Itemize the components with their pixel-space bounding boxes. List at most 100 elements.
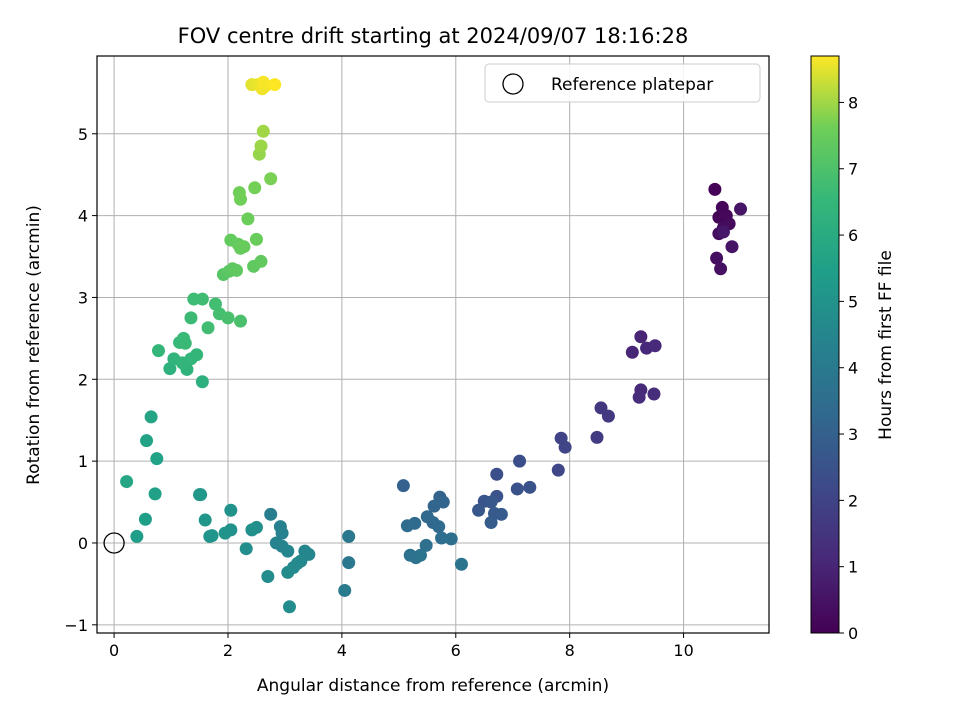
data-point: [264, 172, 278, 186]
legend: Reference platepar: [484, 63, 761, 103]
data-point: [342, 529, 356, 543]
data-point: [205, 529, 219, 543]
colorbar-tick-label: 3: [848, 425, 858, 444]
data-point: [551, 463, 565, 477]
data-point: [342, 556, 356, 570]
data-point: [513, 454, 527, 468]
data-point: [400, 519, 414, 533]
data-points: [120, 75, 748, 614]
data-point: [268, 78, 282, 92]
y-tick-label: 1: [78, 452, 88, 471]
data-point: [558, 440, 572, 454]
data-point: [264, 507, 278, 521]
data-point: [261, 570, 275, 584]
colorbar-label: Hours from first FF file: [876, 250, 896, 440]
data-point: [138, 512, 152, 526]
data-point: [193, 488, 207, 502]
colorbar-ticks: 0 1 2 3 4 5 6 7 8: [839, 93, 858, 643]
colorbar-tick-label: 4: [848, 359, 858, 378]
data-point: [178, 336, 192, 350]
data-point: [632, 390, 646, 404]
colorbar-tick-label: 7: [848, 160, 858, 179]
data-point: [148, 487, 162, 501]
data-point: [237, 240, 251, 254]
reference-marker: [103, 532, 125, 554]
data-point: [716, 225, 730, 239]
colorbar-tick-label: 6: [848, 226, 858, 245]
x-tick-label: 0: [109, 641, 119, 660]
plot-frame: [96, 55, 770, 634]
x-axis-label: Angular distance from reference (arcmin): [257, 676, 609, 696]
data-point: [648, 339, 662, 353]
data-point: [427, 499, 441, 513]
data-point: [590, 430, 604, 444]
data-point: [163, 362, 177, 376]
data-point: [120, 475, 134, 489]
data-point: [710, 251, 724, 265]
data-point: [625, 345, 639, 359]
data-point: [208, 297, 222, 311]
legend-label: Reference platepar: [551, 75, 713, 95]
data-point: [432, 520, 446, 534]
data-point: [510, 482, 524, 496]
data-point: [248, 181, 262, 195]
data-point: [494, 507, 508, 521]
colorbar-tick-label: 0: [848, 624, 858, 643]
data-point: [256, 75, 270, 89]
data-point: [195, 292, 209, 306]
data-point: [140, 434, 154, 448]
data-point: [245, 523, 259, 537]
y-tick-label: 0: [78, 534, 88, 553]
colorbar-tick-label: 1: [848, 558, 858, 577]
data-point: [249, 232, 263, 246]
data-point: [152, 344, 166, 358]
data-point: [254, 254, 268, 268]
data-point: [201, 321, 215, 335]
data-point: [734, 202, 748, 216]
data-point: [523, 480, 537, 494]
data-point: [281, 565, 295, 579]
data-point: [338, 583, 352, 597]
data-point: [714, 262, 728, 276]
x-tick-label: 2: [223, 641, 233, 660]
data-point: [413, 548, 427, 562]
data-point: [282, 600, 296, 614]
y-tick-label: 4: [78, 207, 88, 226]
data-point: [221, 311, 235, 325]
data-point: [254, 139, 268, 153]
data-point: [435, 531, 449, 545]
colorbar-tick-label: 2: [848, 491, 858, 510]
x-tick-label: 4: [337, 641, 347, 660]
data-point: [218, 526, 232, 540]
data-point: [234, 314, 248, 328]
reference-platepar-point: [103, 532, 125, 554]
colorbar-tick-label: 8: [848, 93, 858, 112]
legend-box: [484, 63, 761, 103]
data-point: [444, 532, 458, 546]
y-axis-label: Rotation from reference (arcmin): [24, 205, 44, 485]
legend-marker: [502, 73, 524, 95]
grid-lines: [97, 56, 769, 633]
x-tick-label: 8: [565, 641, 575, 660]
data-point: [150, 452, 164, 466]
data-point: [281, 544, 295, 558]
chart-title: FOV centre drift starting at 2024/09/07 …: [178, 24, 689, 48]
data-point: [195, 375, 209, 389]
data-point: [275, 526, 289, 540]
y-tick-label: 3: [78, 288, 88, 307]
data-point: [396, 479, 410, 493]
colorbar-tick-label: 5: [848, 292, 858, 311]
y-tick-label: 5: [78, 125, 88, 144]
data-point: [184, 311, 198, 325]
data-point: [490, 467, 504, 481]
x-axis-ticks: 0 2 4 6 8 10: [109, 633, 694, 660]
data-point: [472, 503, 486, 517]
data-point: [230, 263, 244, 277]
data-point: [708, 182, 722, 196]
colorbar: [810, 55, 840, 634]
y-tick-label: −1: [64, 616, 88, 635]
y-axis-ticks: −1 0 1 2 3 4 5: [64, 125, 97, 635]
data-point: [454, 557, 468, 571]
